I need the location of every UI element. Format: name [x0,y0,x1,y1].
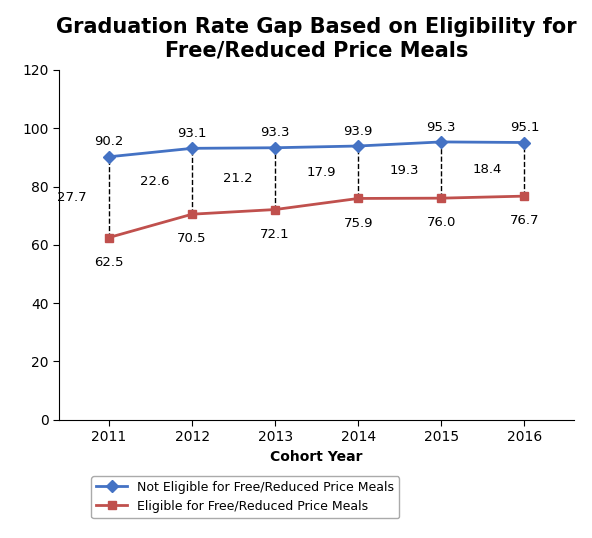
Text: 22.6: 22.6 [140,175,170,188]
Text: 93.3: 93.3 [260,126,290,139]
Legend: Not Eligible for Free/Reduced Price Meals, Eligible for Free/Reduced Price Meals: Not Eligible for Free/Reduced Price Meal… [91,476,400,518]
Text: 93.1: 93.1 [178,127,207,140]
Text: 18.4: 18.4 [473,163,502,176]
Title: Graduation Rate Gap Based on Eligibility for
Free/Reduced Price Meals: Graduation Rate Gap Based on Eligibility… [56,17,577,60]
Text: 76.7: 76.7 [510,214,539,227]
Text: 17.9: 17.9 [307,166,336,179]
Text: 90.2: 90.2 [94,136,124,148]
Text: 27.7: 27.7 [57,190,87,204]
Text: 95.3: 95.3 [427,121,456,133]
Text: 75.9: 75.9 [343,216,373,230]
Text: 21.2: 21.2 [223,172,253,185]
Text: 19.3: 19.3 [390,164,419,176]
Text: 70.5: 70.5 [178,232,207,245]
Text: 76.0: 76.0 [427,216,456,229]
Text: 72.1: 72.1 [260,228,290,240]
Text: 93.9: 93.9 [343,125,373,138]
X-axis label: Cohort Year: Cohort Year [271,450,363,464]
Text: 62.5: 62.5 [94,256,124,268]
Text: 95.1: 95.1 [510,121,539,134]
